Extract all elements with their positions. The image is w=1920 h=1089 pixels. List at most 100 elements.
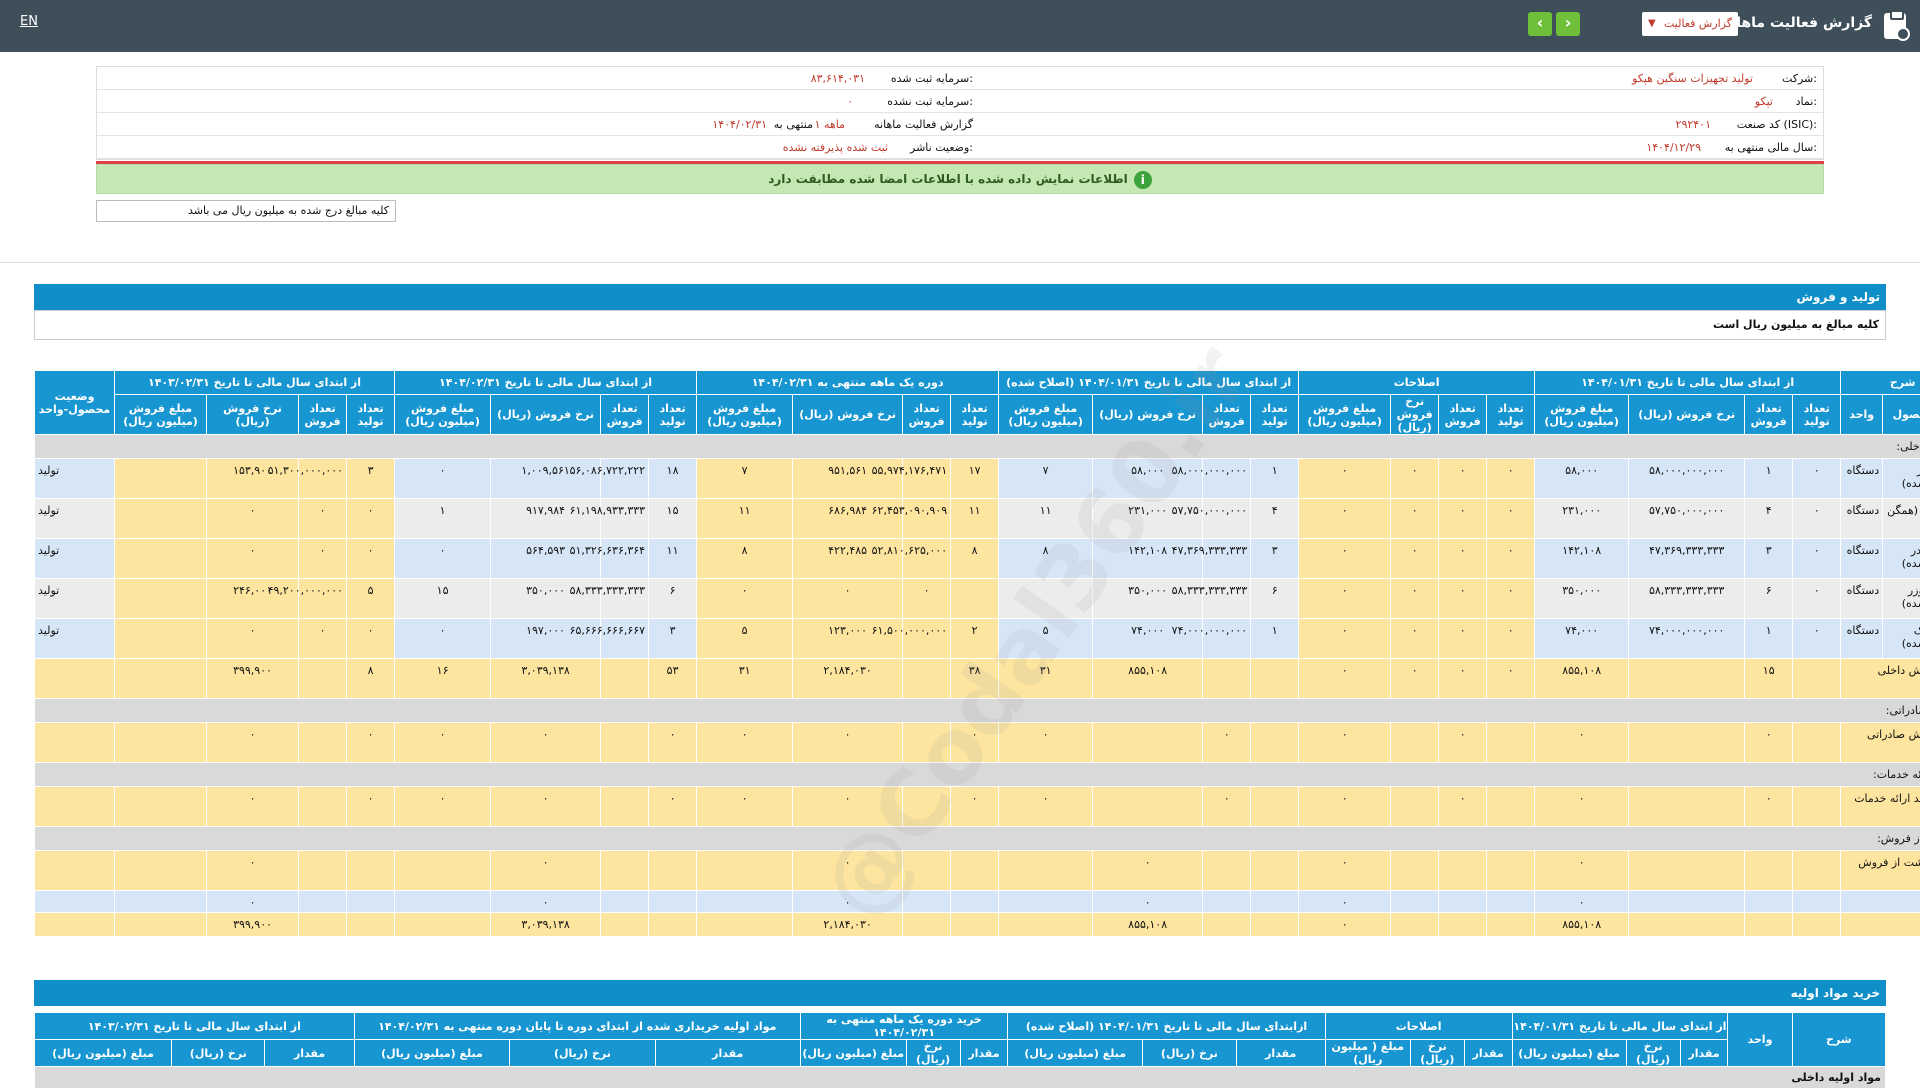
product-name: تخفیفات <box>1841 891 1920 913</box>
cell-value: ۴۷,۳۶۹,۳۳۳,۳۳۳ <box>1203 539 1251 579</box>
cell-value <box>1629 851 1745 891</box>
col-header: تعداد فروش <box>601 395 649 435</box>
cell-value: ۷ <box>999 459 1093 499</box>
prev-button[interactable]: ‹ <box>1528 12 1552 36</box>
cell-value: ۵۵,۹۷۴,۱۷۶,۴۷۱ <box>903 459 951 499</box>
cell-value: ۰ <box>1391 539 1439 579</box>
cell-value: ۰ <box>1299 913 1391 937</box>
cell-value <box>1629 659 1745 699</box>
cell-value: ۰ <box>347 787 395 827</box>
cell-value: ۱ <box>1745 619 1793 659</box>
cell-value: ۰ <box>1299 891 1391 913</box>
cell-value <box>299 891 347 913</box>
cell-value: ۰ <box>1203 723 1251 763</box>
cell-value: ۰ <box>1299 539 1391 579</box>
cell-value <box>299 851 347 891</box>
next-button[interactable]: › <box>1556 12 1580 36</box>
cell-value: ۷۴,۰۰۰,۰۰۰,۰۰۰ <box>1203 619 1251 659</box>
language-link[interactable]: EN <box>20 14 38 29</box>
cell-value: ۵۷,۷۵۰,۰۰۰,۰۰۰ <box>1629 499 1745 539</box>
cell-value: ۰ <box>207 851 299 891</box>
cell-value: ۳۱ <box>697 659 793 699</box>
cell-value <box>903 913 951 937</box>
col-header: تعداد فروش <box>1439 395 1487 435</box>
col-header: نرخ فروش (ریال) <box>1629 395 1745 435</box>
cell-value <box>1487 787 1535 827</box>
cell-value: ۰ <box>299 499 347 539</box>
product-status <box>35 891 115 913</box>
cell-value: ۵۸,۳۳۳,۳۳۳,۳۳۳ <box>1629 579 1745 619</box>
cell-value <box>1629 787 1745 827</box>
product-name: انواع بلدوزر (همگن شده) <box>1883 579 1920 619</box>
cell-value <box>697 891 793 913</box>
row-group-head: مواد اولیه داخلی <box>35 1067 1886 1089</box>
cell-value: ۰ <box>347 539 395 579</box>
cell-value: ۰ <box>1299 619 1391 659</box>
symbol-value: تپکو <box>1755 95 1773 108</box>
col-header: نرخ فروش (ریال) <box>207 395 299 435</box>
col-group: ازابتدای سال مالی تا تاریخ ۱۴۰۴/۰۱/۳۱ (ا… <box>1008 1013 1326 1040</box>
cell-value <box>1391 723 1439 763</box>
col-group: از ابتدای سال مالی تا تاریخ ۱۴۰۴/۰۱/۳۱ (… <box>999 371 1299 395</box>
product-name: انواع بیل (همگن شده) <box>1883 499 1920 539</box>
cell-value: ۰ <box>491 723 601 763</box>
cell-value <box>299 787 347 827</box>
col-header: مبلغ فروش (میلیون ریال) <box>697 395 793 435</box>
col-header: نرخ فروش (ریال) <box>1093 395 1203 435</box>
cell-value: ۵ <box>347 579 395 619</box>
cell-value: ۰ <box>207 723 299 763</box>
cell-value <box>347 891 395 913</box>
col-header: مبلغ ( میلیون ریال) <box>1325 1040 1410 1067</box>
cell-value: ۸ <box>347 659 395 699</box>
cell-value: ۳ <box>347 459 395 499</box>
amount-note: کلیه مبالغ درج شده به میلیون ریال می باش… <box>96 200 396 222</box>
cell-value: ۰ <box>347 619 395 659</box>
cell-value: ۰ <box>1487 579 1535 619</box>
cell-value: ۸ <box>697 539 793 579</box>
cell-value <box>115 579 207 619</box>
table-row: انواع گریدر (همگن شده)دستگاه۰۳۴۷,۳۶۹,۳۳۳… <box>35 539 1920 579</box>
cell-value: ۰ <box>1093 891 1203 913</box>
cell-value: ۰ <box>395 619 491 659</box>
cell-value: ۲ <box>951 619 999 659</box>
cell-value: ۰ <box>1299 851 1391 891</box>
row-group-head: برگشت از فروش: <box>35 827 1920 851</box>
report-type-select[interactable]: گزارش فعالیت▼ <box>1642 12 1738 36</box>
cell-value <box>903 723 951 763</box>
raw-materials-table: شرح واحد از ابتدای سال مالی تا تاریخ ۱۴۰… <box>34 1012 1886 1089</box>
cell-value: ۰ <box>999 787 1093 827</box>
col-header: نرخ (ریال) <box>1143 1040 1236 1067</box>
col-header: مبلغ فروش (میلیون ریال) <box>395 395 491 435</box>
cell-value: ۵ <box>999 619 1093 659</box>
cell-value <box>999 891 1093 913</box>
cell-value <box>1093 723 1203 763</box>
cell-value <box>395 913 491 937</box>
product-name: جمع فروش داخلی <box>1841 659 1920 699</box>
col-header: مبلغ (میلیون ریال) <box>354 1040 510 1067</box>
company-label: شرکت: <box>1782 72 1817 85</box>
col-group: از ابتدای سال مالی تا تاریخ ۱۴۰۴/۰۲/۳۱ <box>395 371 697 395</box>
cell-value: ۰ <box>1535 787 1629 827</box>
cell-value <box>601 851 649 891</box>
cell-value: ۱ <box>395 499 491 539</box>
cell-value <box>395 851 491 891</box>
cell-value: ۰ <box>793 851 903 891</box>
cell-value <box>1745 891 1793 913</box>
col-header: تعداد فروش <box>1745 395 1793 435</box>
col-header: مقدار <box>960 1040 1008 1067</box>
product-status <box>35 913 115 937</box>
cell-value: ۵۱,۳۰۰,۰۰۰,۰۰۰ <box>299 459 347 499</box>
cell-value <box>115 499 207 539</box>
cell-value: ۸ <box>999 539 1093 579</box>
cell-value: ۵۱,۳۲۶,۶۳۶,۳۶۴ <box>601 539 649 579</box>
cell-value <box>115 851 207 891</box>
cell-value <box>903 891 951 913</box>
table-row: تخفیفات۰۰۰۰۰۰ <box>35 891 1920 913</box>
top-bar: گزارش فعالیت ماهانه گزارش فعالیت▼ › ‹ EN <box>0 0 1920 52</box>
cell-value: ۱ <box>1745 459 1793 499</box>
cell-value: ۷ <box>697 459 793 499</box>
cell-value: ۵۸,۰۰۰ <box>1535 459 1629 499</box>
cell-value: ۴ <box>1745 499 1793 539</box>
cell-value <box>299 723 347 763</box>
